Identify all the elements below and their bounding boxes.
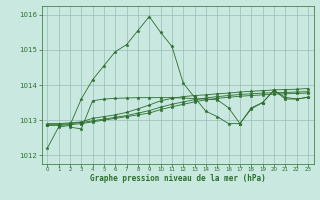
X-axis label: Graphe pression niveau de la mer (hPa): Graphe pression niveau de la mer (hPa) <box>90 174 266 183</box>
